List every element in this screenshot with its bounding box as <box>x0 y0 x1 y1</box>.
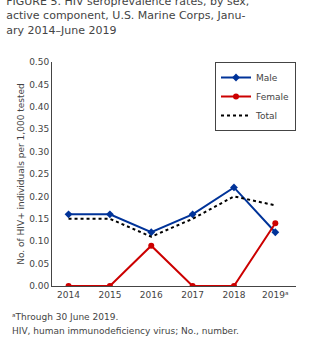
svg-text:0.50: 0.50 <box>29 57 49 67</box>
svg-text:Male: Male <box>256 73 278 83</box>
svg-text:No. of HIV+ individuals per 1,: No. of HIV+ individuals per 1,000 tested <box>16 83 26 265</box>
svg-text:2016: 2016 <box>140 290 163 300</box>
svg-text:0.20: 0.20 <box>29 192 49 202</box>
svg-text:2017: 2017 <box>181 290 204 300</box>
svg-text:2014: 2014 <box>57 290 80 300</box>
svg-text:0.00: 0.00 <box>29 281 49 291</box>
svg-text:0.15: 0.15 <box>29 214 49 224</box>
svg-text:Total: Total <box>255 111 277 121</box>
svg-text:0.40: 0.40 <box>29 102 49 112</box>
svg-text:2019ᵃ: 2019ᵃ <box>262 290 288 300</box>
svg-text:0.35: 0.35 <box>29 124 49 134</box>
svg-text:FIGURE 5. HIV seroprevalence r: FIGURE 5. HIV seroprevalence rates, by s… <box>6 0 249 37</box>
svg-text:0.05: 0.05 <box>29 259 49 269</box>
svg-text:0.25: 0.25 <box>29 169 49 179</box>
svg-text:ᵃThrough 30 June 2019.: ᵃThrough 30 June 2019. <box>12 312 118 322</box>
svg-text:Female: Female <box>256 92 289 102</box>
svg-text:0.45: 0.45 <box>29 80 49 90</box>
svg-text:2015: 2015 <box>98 290 121 300</box>
svg-text:0.30: 0.30 <box>29 147 49 157</box>
svg-text:HIV, human immunodeficiency vi: HIV, human immunodeficiency virus; No., … <box>12 326 239 336</box>
svg-text:2018: 2018 <box>223 290 246 300</box>
svg-text:0.10: 0.10 <box>29 236 49 246</box>
